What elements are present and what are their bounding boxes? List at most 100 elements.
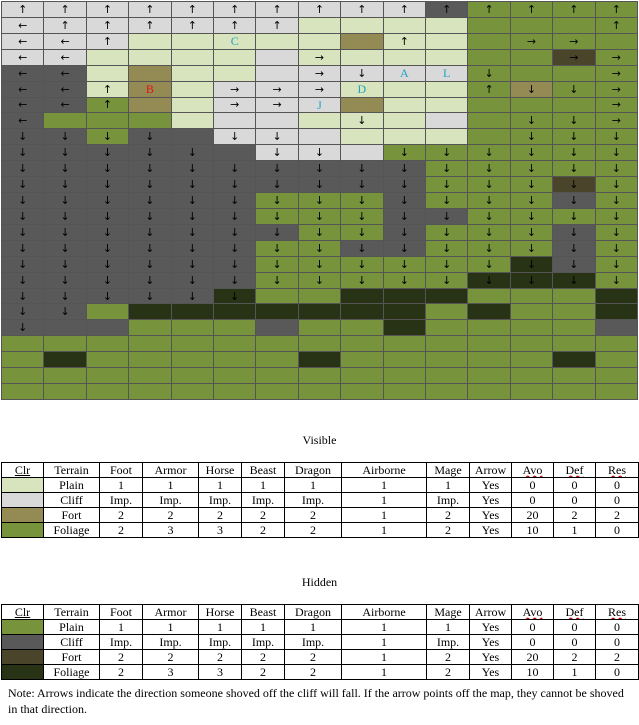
map-cell: ↓ [129, 145, 172, 162]
arrow-down-icon: ↓ [18, 289, 28, 303]
map-cell: ↓ [595, 272, 638, 289]
arrow-down-icon: ↓ [569, 130, 579, 144]
arrow-down-icon: ↓ [526, 130, 537, 144]
arrow-down-icon: ↓ [272, 178, 282, 192]
map-cell: ↓ [426, 177, 469, 194]
arrow-down-icon: ↓ [526, 193, 537, 207]
map-cell: ↓ [553, 113, 596, 130]
arrow-down-icon: ↓ [526, 209, 537, 223]
map-cell [383, 288, 426, 305]
hidden-header-row: Clr Terrain Foot Armor Horse Beast Dragon Airbo… [1, 604, 639, 620]
arrow-down-icon: ↓ [145, 257, 155, 271]
arrow-down-icon: ↓ [18, 257, 28, 271]
map-cell: → [256, 97, 299, 114]
map-cell [129, 320, 172, 337]
map-cell: ↓ [468, 256, 511, 273]
arrow-down-icon: ↓ [18, 273, 28, 287]
map-cell [553, 288, 596, 305]
map-cell: ↓ [256, 256, 299, 273]
column-header: Arrow [469, 604, 512, 620]
map-cell [298, 113, 342, 130]
arrow-down-icon: ↓ [484, 162, 494, 176]
map-cell [341, 33, 384, 50]
arrow-down-icon: ↓ [145, 162, 155, 176]
table-cell: 0 [511, 619, 554, 635]
map-cell: ↓ [44, 272, 87, 289]
map-cell [171, 352, 214, 369]
map-cell [256, 65, 299, 82]
map-cell: ↑ [86, 33, 130, 50]
map-cell [468, 304, 511, 321]
table-cell: 2 [553, 507, 596, 523]
arrow-right-icon: → [569, 50, 579, 64]
table-cell: Foliage [43, 522, 100, 538]
map-cell: ↓ [214, 193, 257, 209]
table-row: Foliage 2 3 3 2 2 1 2 Yes 10 1 0 [1, 664, 639, 680]
map-cell [2, 368, 45, 385]
arrow-left-icon: ← [60, 34, 70, 48]
map-cell [426, 320, 469, 337]
map-cell: ← [2, 49, 45, 66]
map-cell: ↓ [171, 240, 214, 257]
table-cell: Yes [469, 664, 512, 680]
table-cell: 20 [511, 649, 554, 665]
arrow-down-icon: ↓ [442, 193, 452, 207]
table-cell: 2 [241, 649, 285, 665]
arrow-left-icon: ← [60, 50, 70, 64]
arrow-down-icon: ↓ [484, 241, 494, 255]
arrow-down-icon: ↓ [357, 241, 367, 255]
map-cell: ↑ [44, 2, 87, 18]
arrow-down-icon: ↓ [399, 209, 409, 223]
map-cell [298, 33, 342, 50]
table-cell: 1 [426, 477, 470, 493]
map-cell [383, 304, 426, 321]
map-cell: ↓ [44, 129, 87, 146]
table-cell: Plain [43, 477, 100, 493]
map-cell: ← [44, 33, 87, 50]
map-cell [129, 336, 172, 353]
map-cell: ↓ [595, 161, 638, 178]
map-cell: L [426, 65, 469, 82]
table-cell: 0 [595, 492, 639, 508]
arrow-right-icon: → [230, 82, 240, 96]
map-cell [383, 97, 426, 114]
arrow-down-icon: ↓ [314, 225, 325, 239]
table-cell: 10 [511, 522, 554, 538]
map-cell: ↓ [426, 161, 469, 178]
map-cell [298, 304, 342, 321]
column-header: Res [595, 462, 639, 478]
map-cell: ↓ [129, 193, 172, 209]
arrow-down-icon: ↓ [18, 130, 28, 144]
map-cell: ↓ [595, 129, 638, 146]
column-header: Airborne [341, 604, 427, 620]
map-cell: ↓ [383, 177, 426, 194]
arrow-right-icon: → [314, 50, 325, 64]
map-cell [383, 384, 426, 400]
map-cell: ↓ [171, 288, 214, 305]
map-cell: ↓ [129, 208, 172, 225]
arrow-down-icon: ↓ [187, 162, 197, 176]
arrow-down-icon: ↓ [526, 257, 537, 271]
table-cell: 2 [284, 522, 342, 538]
map-cell: ↓ [256, 161, 299, 178]
arrow-down-icon: ↓ [484, 257, 494, 271]
table-cell: 1 [341, 619, 427, 635]
arrow-down-icon: ↓ [399, 193, 409, 207]
map-cell: ↓ [44, 304, 87, 321]
map-cell: ↓ [86, 177, 130, 194]
arrow-up-icon: ↑ [611, 18, 621, 32]
map-cell: ↓ [595, 145, 638, 162]
map-cell: ↓ [426, 145, 469, 162]
map-cell [256, 288, 299, 305]
map-cell [214, 368, 257, 385]
arrow-down-icon: ↓ [611, 241, 621, 255]
map-cell [256, 304, 299, 321]
map-cell: ↓ [341, 240, 384, 257]
map-cell: ↓ [171, 177, 214, 194]
map-cell [553, 384, 596, 400]
map-cell: ↓ [468, 65, 511, 82]
map-cell: ↓ [426, 240, 469, 257]
arrow-down-icon: ↓ [145, 241, 155, 255]
map-cell: ↓ [426, 193, 469, 209]
arrow-down-icon: ↓ [60, 273, 70, 287]
